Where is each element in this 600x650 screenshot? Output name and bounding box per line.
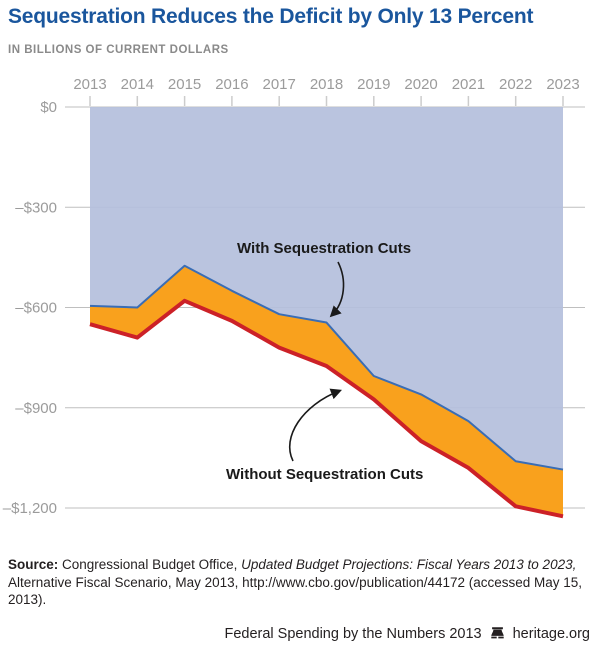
x-axis-year-label: 2022 bbox=[499, 76, 532, 93]
y-axis-tick-label: –$1,200 bbox=[3, 500, 57, 517]
page-title: Sequestration Reduces the Deficit by Onl… bbox=[8, 5, 534, 28]
x-axis-year-label: 2018 bbox=[310, 76, 343, 93]
y-axis-tick-label: $0 bbox=[40, 99, 57, 116]
chart-x-axis: 2013 2014 2015 2016 2017 2018 2019 2020 2021 2022… bbox=[73, 76, 580, 106]
source-text-rest: Alternative Fiscal Scenario, May 2013, h… bbox=[8, 574, 583, 608]
x-axis-year-label: 2019 bbox=[357, 76, 390, 93]
y-axis-tick-label: –$600 bbox=[15, 300, 57, 317]
source-text-italic: Updated Budget Projections: Fiscal Years… bbox=[241, 557, 577, 572]
chart-gridlines: $0 –$300 –$600 –$900 –$1,200 bbox=[3, 99, 585, 517]
x-axis-year-label: 2014 bbox=[121, 76, 154, 93]
source-note: Source: Congressional Budget Office, Upd… bbox=[8, 556, 586, 609]
x-axis-year-label: 2020 bbox=[404, 76, 437, 93]
y-axis-tick-label: –$300 bbox=[15, 199, 57, 216]
with-sequestration-area bbox=[90, 107, 563, 470]
x-axis-year-label: 2015 bbox=[168, 76, 201, 93]
brand-publication-title: Federal Spending by the Numbers 2013 bbox=[224, 626, 482, 642]
x-axis-year-label: 2021 bbox=[452, 76, 485, 93]
heritage-liberty-bell-icon bbox=[490, 627, 504, 639]
source-label: Source: bbox=[8, 557, 59, 572]
chart-units-subtitle: IN BILLIONS OF CURRENT DOLLARS bbox=[8, 44, 229, 56]
y-axis-tick-label: –$900 bbox=[15, 400, 57, 417]
x-axis-year-label: 2016 bbox=[215, 76, 248, 93]
chart-series-areas bbox=[89, 107, 564, 519]
with-sequestration-line bbox=[89, 264, 564, 471]
brand-site-url: heritage.org bbox=[512, 626, 590, 642]
footer-brand: Federal Spending by the Numbers 2013 her… bbox=[224, 626, 590, 642]
annotation-with-sequestration: With Sequestration Cuts bbox=[237, 240, 412, 257]
x-axis-year-label: 2023 bbox=[546, 76, 579, 93]
x-axis-year-label: 2017 bbox=[263, 76, 296, 93]
source-text-normal: Congressional Budget Office, bbox=[58, 557, 242, 572]
x-axis-year-label: 2013 bbox=[73, 76, 106, 93]
arrow-to-without-sequestration-line bbox=[288, 388, 342, 462]
annotation-without-sequestration: Without Sequestration Cuts bbox=[226, 466, 424, 483]
without-sequestration-line bbox=[89, 298, 564, 519]
arrow-to-with-sequestration-line bbox=[329, 261, 345, 318]
